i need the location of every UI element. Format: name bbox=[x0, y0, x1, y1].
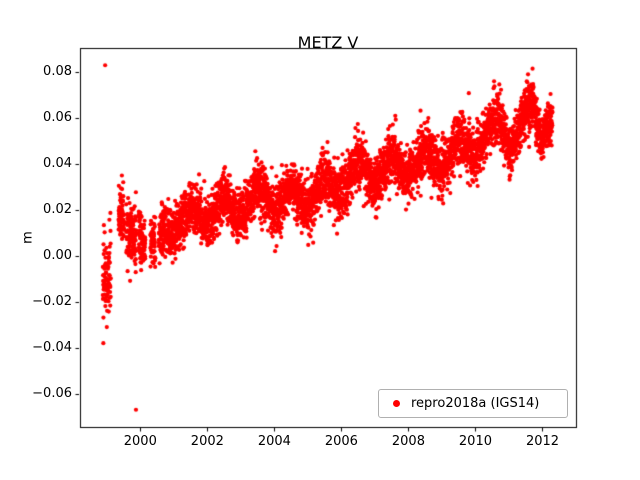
legend-label: repro2018a (IGS14) bbox=[411, 396, 540, 411]
legend: repro2018a (IGS14) bbox=[378, 389, 568, 418]
chart-title: METZ V bbox=[297, 33, 359, 52]
legend-marker-dot bbox=[393, 400, 400, 407]
y-tick-label: 0.00 bbox=[43, 247, 72, 263]
x-tick-label: 2008 bbox=[391, 434, 425, 449]
y-tick-label: 0.06 bbox=[43, 110, 72, 126]
y-tick-label: 0.02 bbox=[43, 201, 72, 217]
x-tick-label: 2012 bbox=[525, 434, 560, 449]
x-tick-label: 2000 bbox=[123, 434, 157, 449]
y-tick-label: −0.02 bbox=[32, 293, 72, 309]
y-tick-label: −0.06 bbox=[32, 385, 72, 401]
y-tick-label: 0.04 bbox=[43, 155, 72, 171]
x-tick-label: 2004 bbox=[257, 434, 291, 449]
y-tick-label: 0.08 bbox=[43, 64, 72, 80]
y-tick-label: −0.04 bbox=[32, 339, 72, 355]
x-tick-label: 2006 bbox=[324, 434, 358, 449]
x-tick-label: 2010 bbox=[458, 434, 492, 449]
x-tick-label: 2002 bbox=[190, 434, 224, 449]
